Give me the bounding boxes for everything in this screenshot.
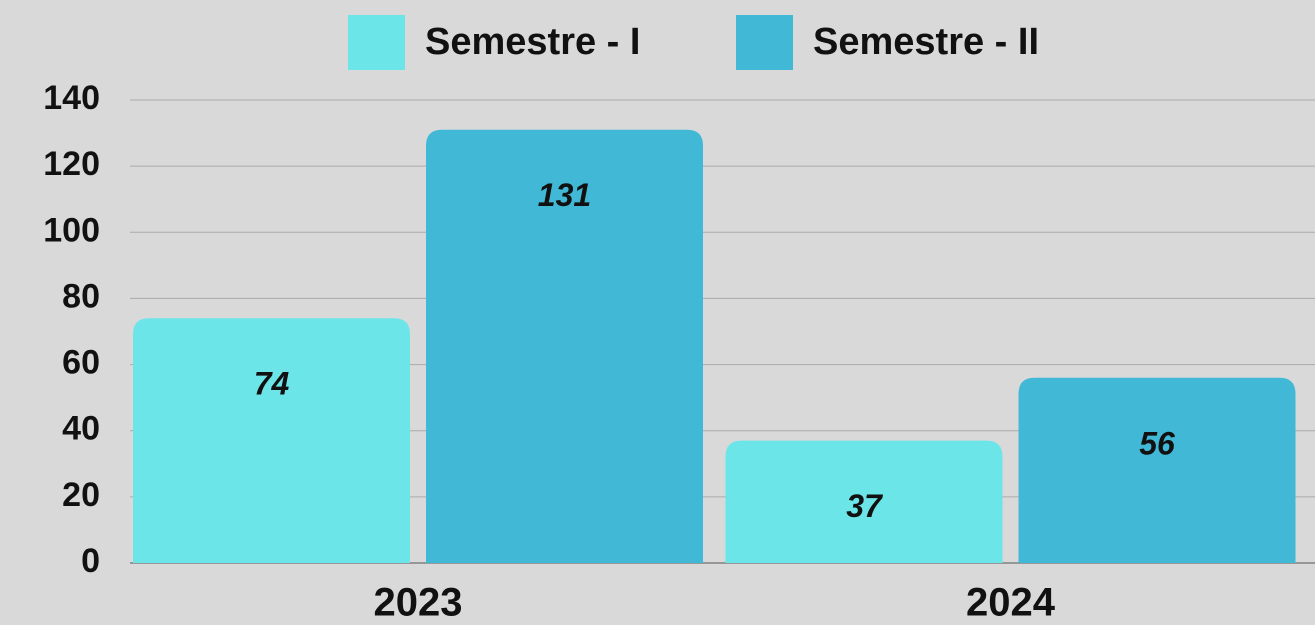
y-tick-label: 120 <box>43 145 100 183</box>
y-tick-label: 20 <box>62 476 100 514</box>
data-label: 56 <box>1139 425 1175 461</box>
legend-swatch <box>736 15 793 70</box>
bar <box>426 129 703 563</box>
legend-label: Semestre - II <box>813 21 1039 63</box>
y-tick-label: 40 <box>62 410 100 448</box>
x-tick-label: 2024 <box>966 581 1056 625</box>
y-tick-label: 0 <box>81 542 100 580</box>
data-label: 74 <box>254 366 290 402</box>
data-label: 131 <box>538 177 591 213</box>
bar <box>133 318 410 563</box>
legend-swatch <box>348 15 405 70</box>
data-label: 37 <box>846 488 884 524</box>
y-tick-label: 80 <box>62 277 100 315</box>
bar <box>1018 377 1296 563</box>
x-tick-label: 2023 <box>374 581 463 625</box>
y-tick-label: 100 <box>43 211 100 249</box>
legend-label: Semestre - I <box>425 21 640 63</box>
y-tick-label: 60 <box>62 344 100 382</box>
y-tick-label: 140 <box>43 79 100 117</box>
bar <box>725 440 1003 563</box>
